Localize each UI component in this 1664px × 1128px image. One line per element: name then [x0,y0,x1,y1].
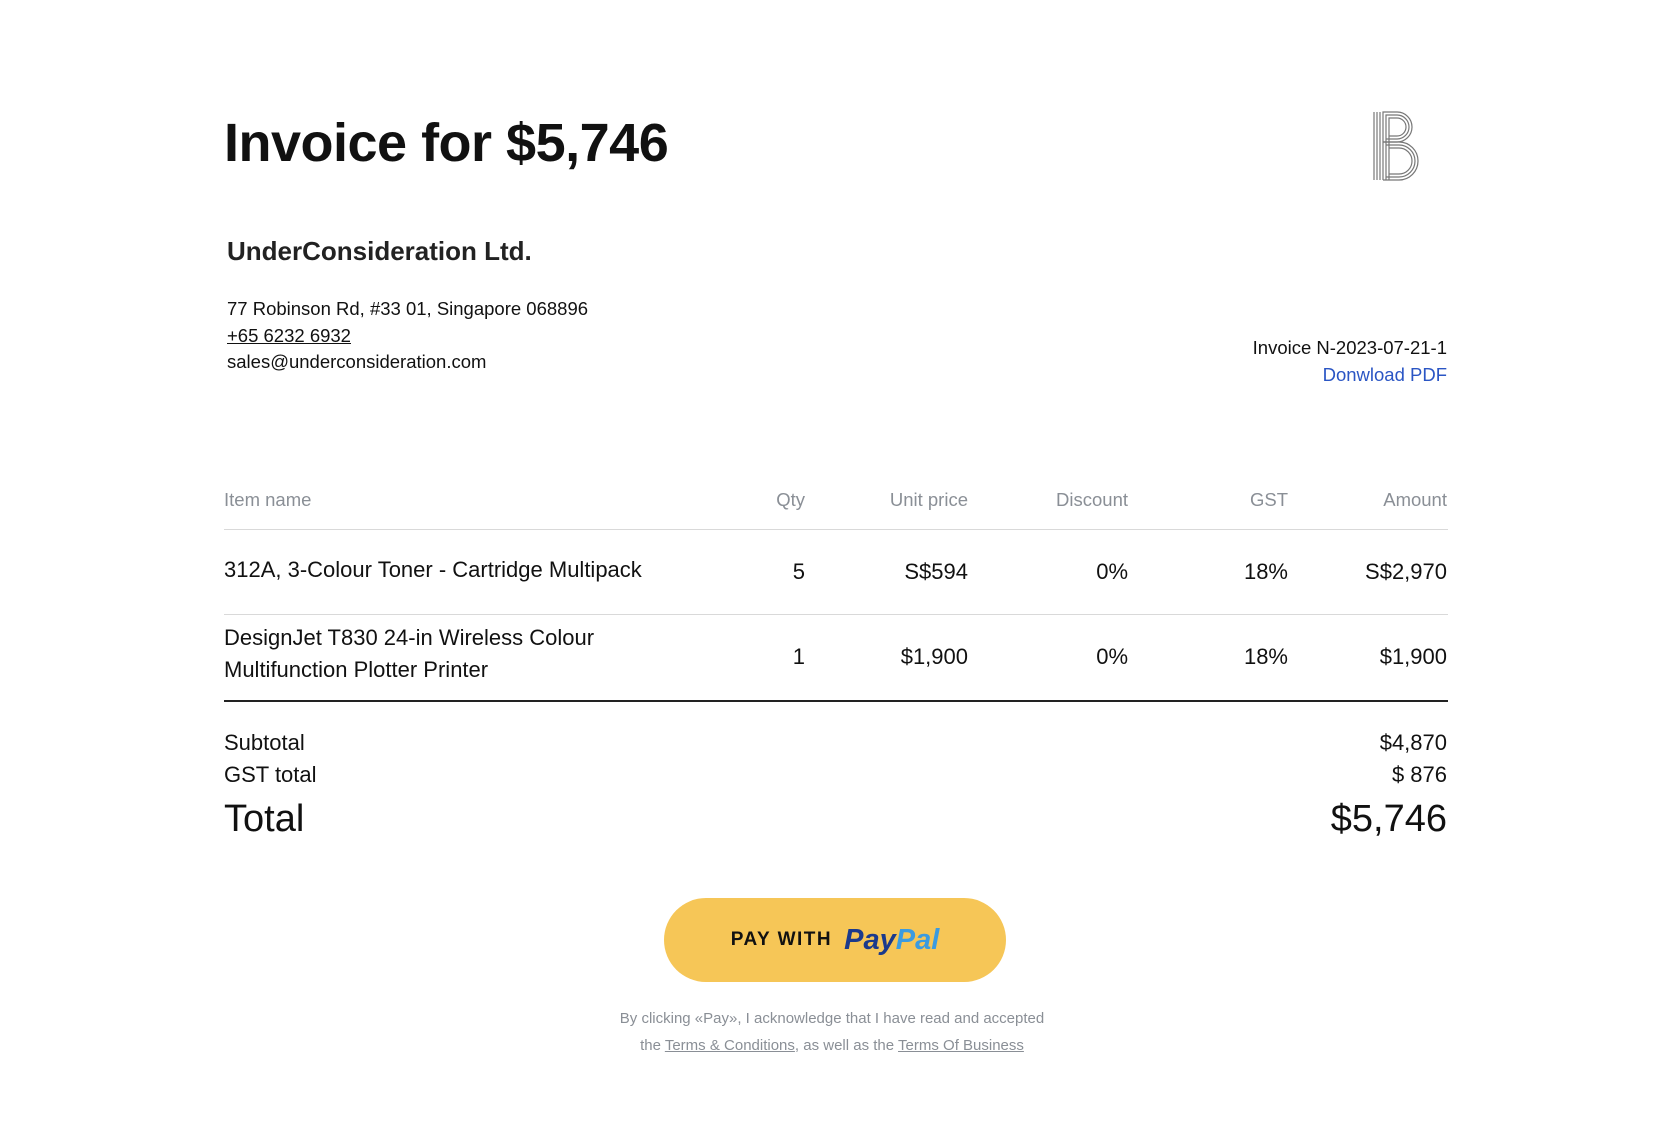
header-amount: Amount [1383,489,1447,510]
gst-total-label: GST total [224,762,317,787]
table-bottom-divider [224,700,1448,702]
invoice-number: Invoice N-2023-07-21-1 [1252,337,1447,358]
pay-with-paypal-button[interactable]: PAY WITH PayPal [664,898,1006,982]
item-name-line1: DesignJet T830 24-in Wireless Colour [224,625,595,650]
divider [224,614,1448,615]
download-pdf-link[interactable]: Donwload PDF [1322,364,1447,385]
item-name-line2: Multifunction Plotter Printer [224,657,489,682]
divider [224,529,1448,530]
header-qty: Qty [776,489,805,510]
subtotal-value: $4,870 [1379,730,1447,755]
total-value: $5,746 [1330,798,1447,840]
company-name: UnderConsideration Ltd. [227,236,532,266]
item-name: 312A, 3-Colour Toner - Cartridge Multipa… [224,557,642,582]
paypal-logo: PayPal [844,923,940,956]
company-logo [1373,111,1419,181]
header-unit-price: Unit price [889,489,968,510]
page-title: Invoice for $5,746 [224,113,669,173]
item-discount: 0% [1096,559,1128,584]
header-gst: GST [1249,489,1288,510]
item-gst: 18% [1243,559,1288,584]
item-amount: $1,900 [1379,644,1447,669]
item-unit-price: S$594 [904,559,968,584]
pay-with-label: PAY WITH [730,929,833,950]
consent-links: the Terms & Conditions, as well as the T… [640,1037,1024,1054]
item-qty: 1 [792,644,805,669]
total-label: Total [224,798,305,840]
item-amount: S$2,970 [1365,559,1447,584]
company-phone-link[interactable]: +65 6232 6932 [227,325,351,346]
item-unit-price: $1,900 [900,644,968,669]
item-gst: 18% [1243,644,1288,669]
subtotal-label: Subtotal [224,730,305,755]
terms-of-business-link[interactable]: Terms Of Business [898,1037,1024,1054]
company-email: sales@underconsideration.com [227,351,487,372]
gst-total-value: $ 876 [1391,762,1447,787]
consent-text: By clicking «Pay», I acknowledge that I … [619,1010,1045,1027]
terms-conditions-link[interactable]: Terms & Conditions [664,1037,795,1054]
item-qty: 5 [792,559,805,584]
company-address: 77 Robinson Rd, #33 01, Singapore 068896 [227,298,589,319]
item-discount: 0% [1096,644,1128,669]
header-discount: Discount [1056,489,1128,510]
header-item-name: Item name [224,489,312,510]
